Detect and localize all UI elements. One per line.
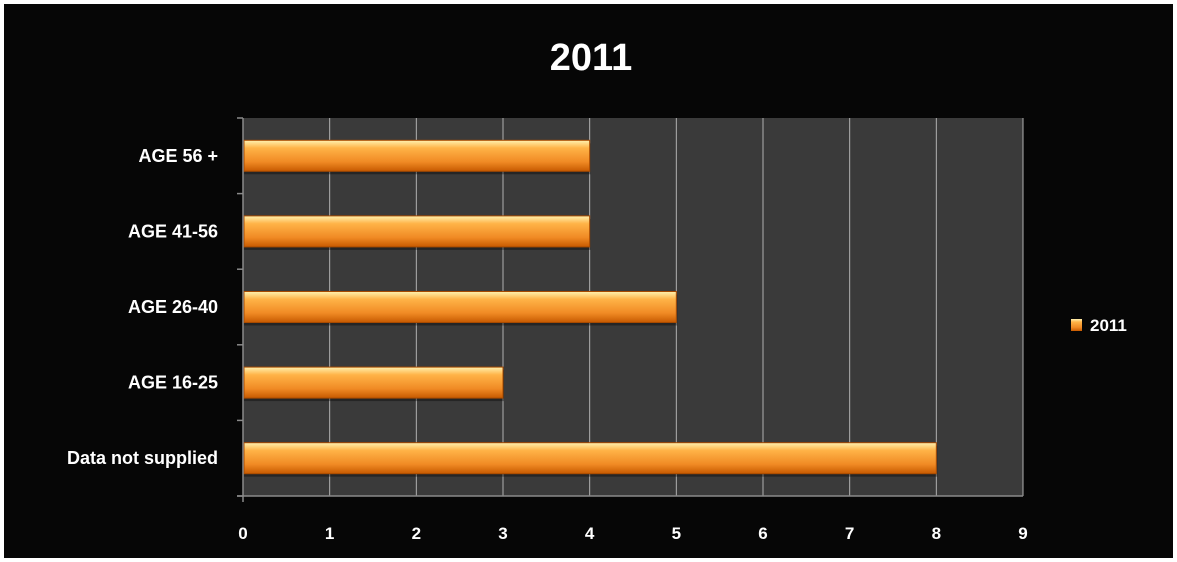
x-tick-label: 1 <box>325 524 334 543</box>
legend: 2011 <box>1071 316 1127 335</box>
x-tick-label: 6 <box>758 524 767 543</box>
bar <box>243 442 937 475</box>
category-label: Data not supplied <box>67 448 218 468</box>
bar <box>243 366 504 399</box>
chart-frame: 2011 0 1 2 3 4 5 6 7 8 9 AGE 56 + AGE 41-56 AGE 26-4… <box>4 4 1173 558</box>
category-label: AGE 16-25 <box>128 373 218 393</box>
x-tick-label: 5 <box>672 524 681 543</box>
x-tick-label: 4 <box>585 524 595 543</box>
category-label: AGE 26-40 <box>128 297 218 317</box>
category-label: AGE 56 + <box>138 146 218 166</box>
x-tick-label: 9 <box>1018 524 1027 543</box>
bar <box>243 139 591 172</box>
bar <box>243 215 591 248</box>
x-tick-label: 7 <box>845 524 854 543</box>
x-tick-label: 2 <box>412 524 421 543</box>
x-tick-label: 8 <box>932 524 941 543</box>
bar <box>243 291 677 323</box>
legend-swatch <box>1071 319 1082 331</box>
x-tick-label: 3 <box>498 524 507 543</box>
chart-title: 2011 <box>550 37 632 79</box>
x-tick-label: 0 <box>238 524 247 543</box>
bar-chart: 2011 0 1 2 3 4 5 6 7 8 9 AGE 56 + AGE 41-56 AGE 26-4… <box>67 37 1127 543</box>
legend-label: 2011 <box>1090 316 1127 335</box>
category-label: AGE 41-56 <box>128 221 218 241</box>
